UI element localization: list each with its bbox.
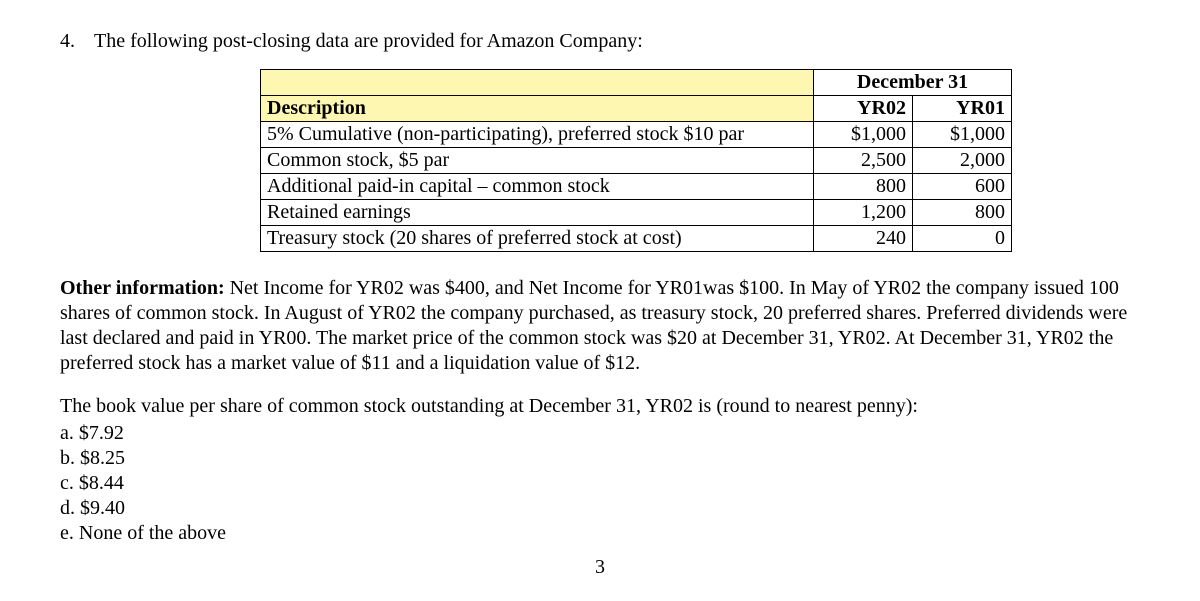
page-number: 3 xyxy=(60,556,1140,579)
question-line: 4. The following post-closing data are p… xyxy=(60,30,1140,53)
question-text: The following post-closing data are prov… xyxy=(94,30,1140,53)
header-blank xyxy=(261,70,814,96)
cell-yr02: 240 xyxy=(814,226,913,252)
option-d: d. $9.40 xyxy=(60,496,1140,521)
question-prompt: The book value per share of common stock… xyxy=(60,394,1140,419)
cell-desc: Treasury stock (20 shares of preferred s… xyxy=(261,226,814,252)
cell-yr01: 600 xyxy=(913,174,1012,200)
cell-desc: Additional paid-in capital – common stoc… xyxy=(261,174,814,200)
table-header-row-1: December 31 xyxy=(261,70,1012,96)
table-row: Treasury stock (20 shares of preferred s… xyxy=(261,226,1012,252)
header-yr01: YR01 xyxy=(913,96,1012,122)
table-row: Retained earnings 1,200 800 xyxy=(261,200,1012,226)
data-table: December 31 Description YR02 YR01 5% Cum… xyxy=(260,69,1012,252)
cell-yr01: $1,000 xyxy=(913,122,1012,148)
header-yr02: YR02 xyxy=(814,96,913,122)
data-table-wrap: December 31 Description YR02 YR01 5% Cum… xyxy=(260,69,1140,252)
header-december: December 31 xyxy=(814,70,1012,96)
option-a: a. $7.92 xyxy=(60,421,1140,446)
table-row: Additional paid-in capital – common stoc… xyxy=(261,174,1012,200)
cell-desc: Retained earnings xyxy=(261,200,814,226)
cell-yr01: 0 xyxy=(913,226,1012,252)
cell-yr01: 800 xyxy=(913,200,1012,226)
question-number: 4. xyxy=(60,30,94,53)
table-row: Common stock, $5 par 2,500 2,000 xyxy=(261,148,1012,174)
cell-yr01: 2,000 xyxy=(913,148,1012,174)
page: 4. The following post-closing data are p… xyxy=(0,0,1200,589)
cell-yr02: 800 xyxy=(814,174,913,200)
options-list: a. $7.92 b. $8.25 c. $8.44 d. $9.40 e. N… xyxy=(60,421,1140,546)
option-e: e. None of the above xyxy=(60,521,1140,546)
other-info-paragraph: Other information: Net Income for YR02 w… xyxy=(60,276,1140,376)
table-row: 5% Cumulative (non-participating), prefe… xyxy=(261,122,1012,148)
header-description: Description xyxy=(261,96,814,122)
other-info-label: Other information: xyxy=(60,277,225,299)
cell-yr02: 1,200 xyxy=(814,200,913,226)
option-c: c. $8.44 xyxy=(60,471,1140,496)
cell-desc: 5% Cumulative (non-participating), prefe… xyxy=(261,122,814,148)
option-b: b. $8.25 xyxy=(60,446,1140,471)
cell-desc: Common stock, $5 par xyxy=(261,148,814,174)
cell-yr02: $1,000 xyxy=(814,122,913,148)
table-header-row-2: Description YR02 YR01 xyxy=(261,96,1012,122)
cell-yr02: 2,500 xyxy=(814,148,913,174)
